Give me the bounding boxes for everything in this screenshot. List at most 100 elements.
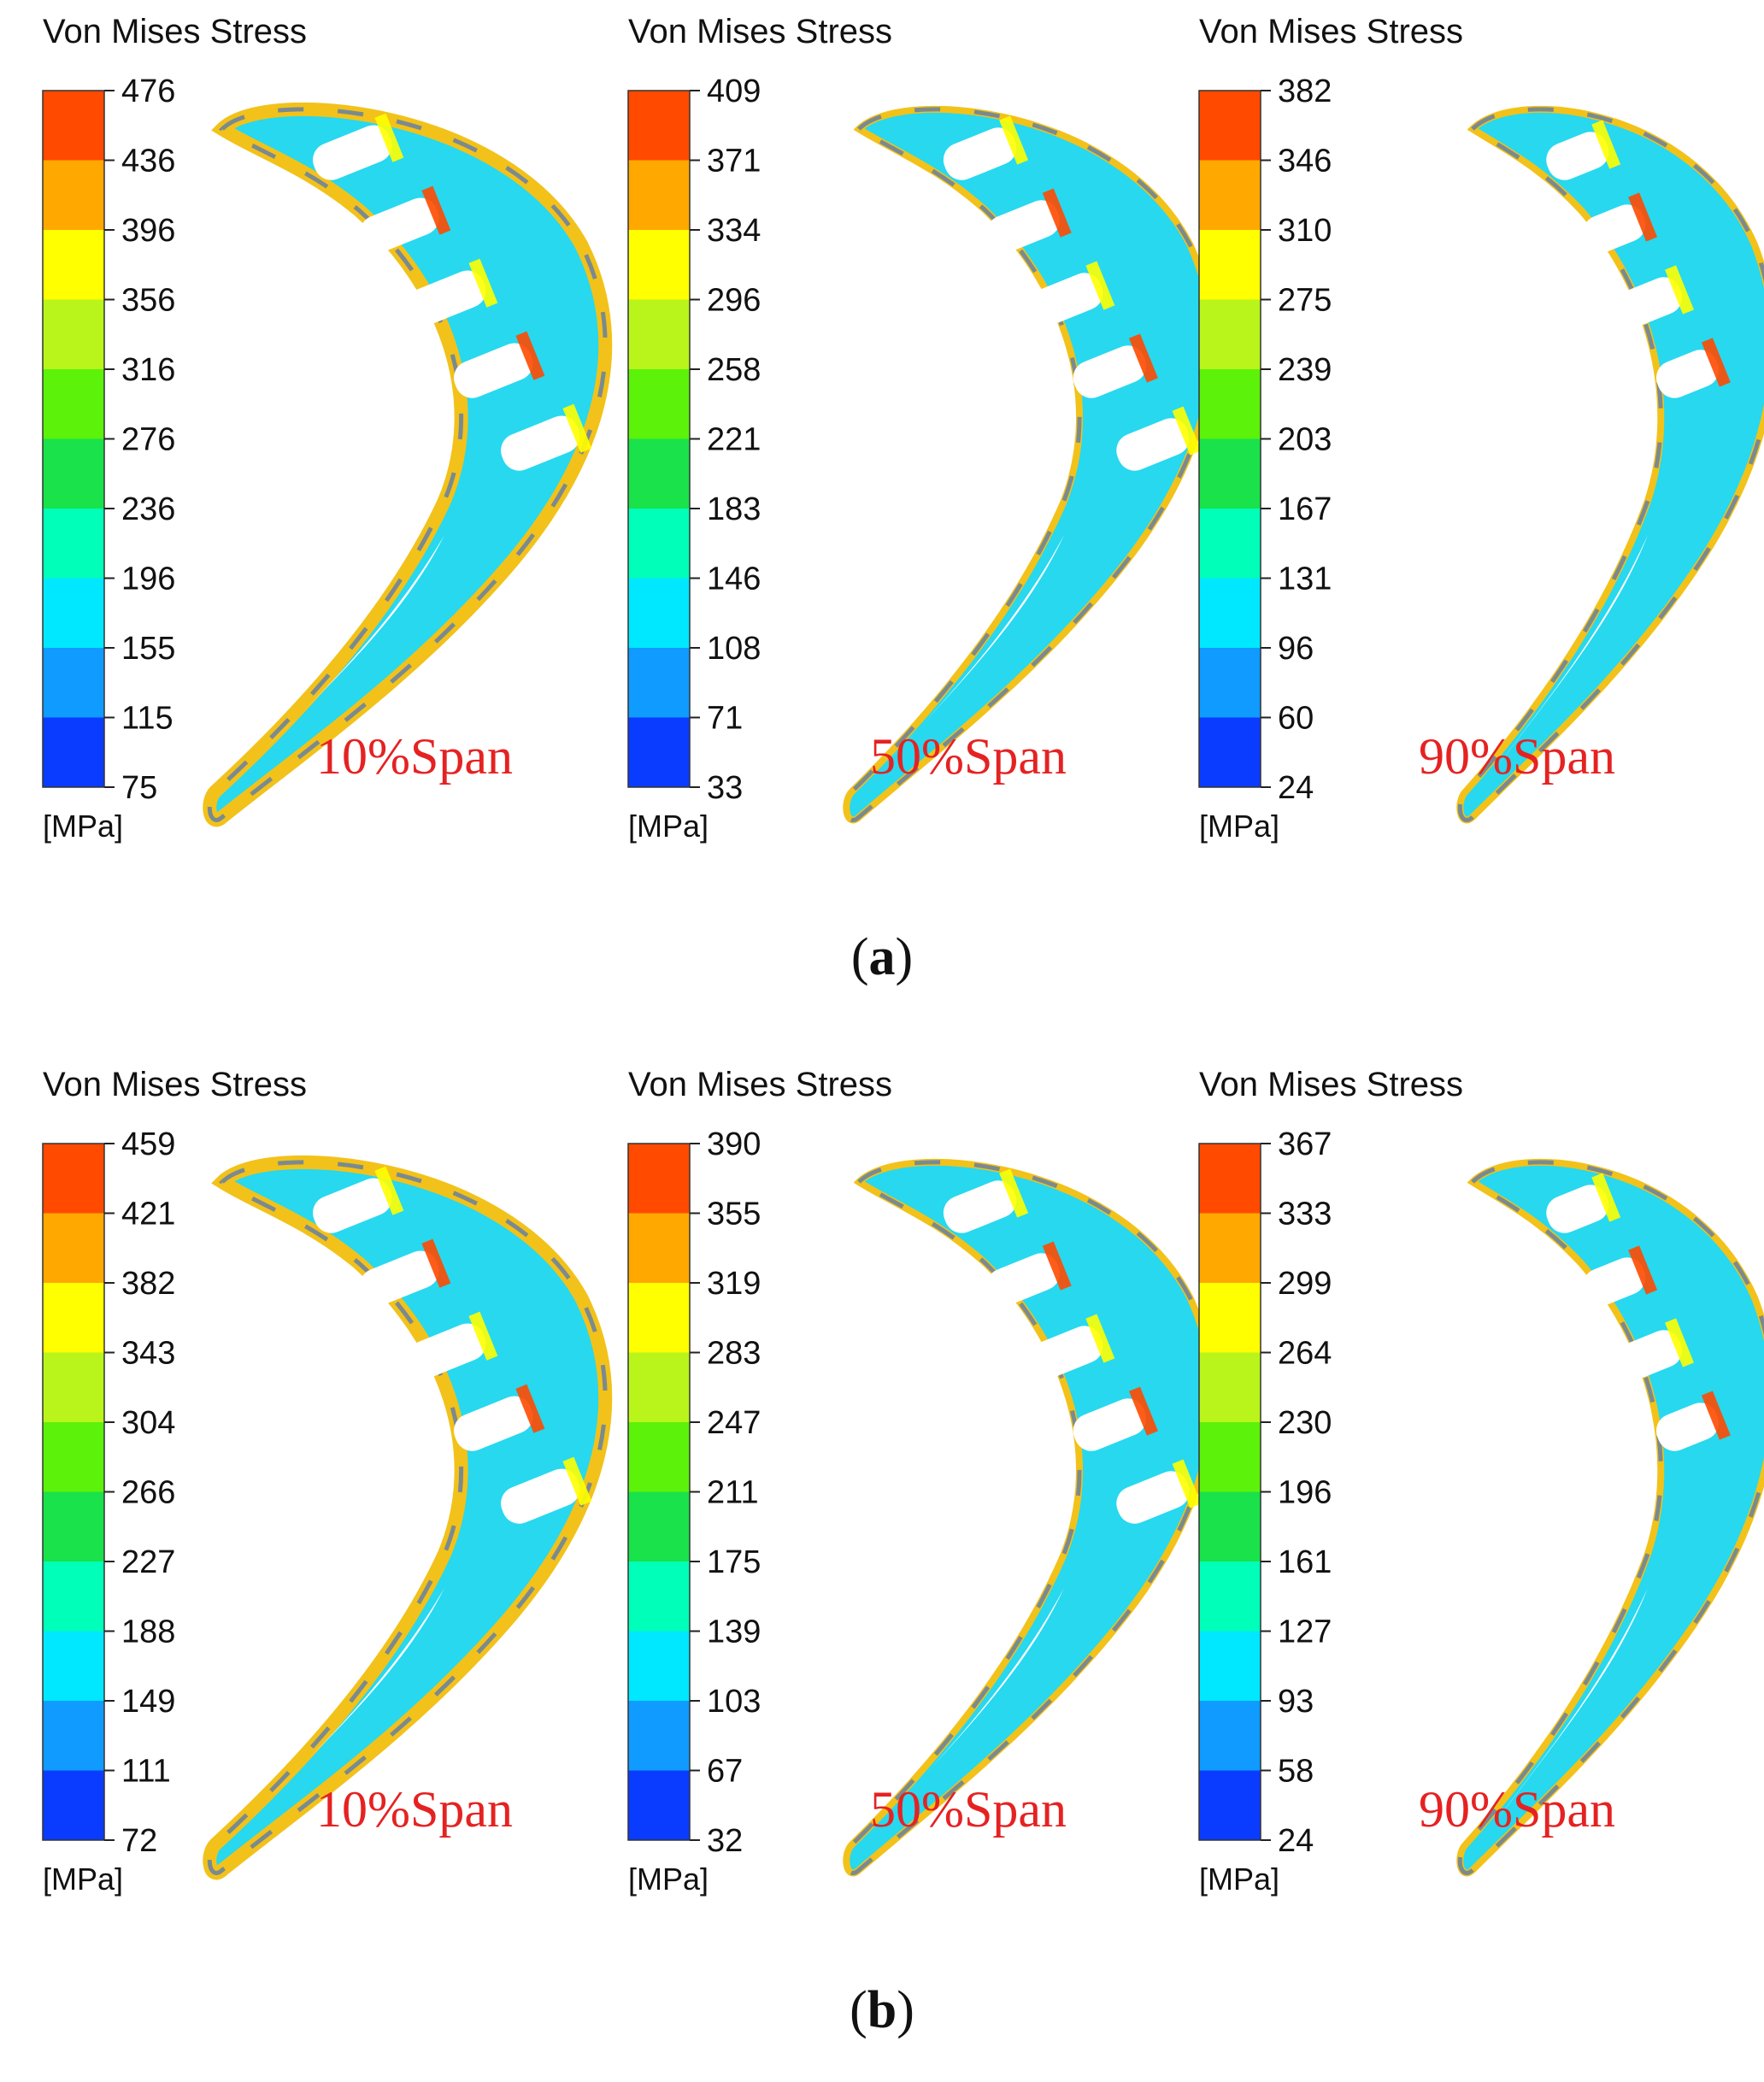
high-stress-rib bbox=[1128, 333, 1158, 383]
span-label: 50%Span bbox=[870, 728, 1067, 785]
blade-low-stress-zone bbox=[844, 1160, 1214, 1875]
legend-color-band bbox=[43, 1213, 104, 1283]
legend-color-band bbox=[628, 509, 690, 579]
high-stress-rib bbox=[562, 403, 592, 453]
legend-color-band bbox=[1199, 1144, 1261, 1214]
high-stress-rib bbox=[1172, 1459, 1202, 1509]
legend-unit: [MPa] bbox=[628, 809, 709, 844]
legend-color-band bbox=[43, 1144, 104, 1214]
legend-color-band bbox=[1199, 1562, 1261, 1632]
panel-a: Von Mises Stress 476 436 396 356 316 276 236 196… bbox=[42, 13, 1764, 986]
legend-color-band bbox=[628, 299, 690, 369]
cooling-hole bbox=[1073, 1398, 1147, 1451]
span-label: 90%Span bbox=[1419, 728, 1615, 785]
legend-color-band bbox=[43, 91, 104, 161]
legend-color-band bbox=[628, 1770, 690, 1840]
high-stress-rib bbox=[1591, 120, 1621, 169]
high-stress-rib bbox=[562, 1456, 592, 1506]
legend-unit: [MPa] bbox=[43, 809, 123, 844]
legend-tick-label: 396 bbox=[121, 213, 175, 249]
legend-color-band bbox=[628, 1701, 690, 1771]
cooling-hole bbox=[943, 1180, 1017, 1233]
legend-tick-label: 409 bbox=[707, 74, 761, 109]
legend-title: Von Mises Stress bbox=[43, 13, 307, 50]
high-stress-rib bbox=[1665, 265, 1694, 315]
legend-title: Von Mises Stress bbox=[1199, 1066, 1463, 1103]
legend-tick-label: 346 bbox=[1278, 144, 1332, 179]
high-stress-rib bbox=[468, 1311, 498, 1361]
panel-label-close: ) bbox=[897, 1981, 914, 2039]
legend-tick-label: 24 bbox=[1278, 770, 1314, 806]
cooling-hole bbox=[407, 270, 486, 326]
legend-color-band bbox=[1199, 578, 1261, 648]
span-label: 50%Span bbox=[870, 1781, 1067, 1838]
legend-color-band bbox=[43, 1352, 104, 1422]
legend-color-band bbox=[1199, 1491, 1261, 1562]
cooling-hole bbox=[1546, 1185, 1609, 1233]
legend-title: Von Mises Stress bbox=[628, 13, 892, 50]
high-stress-rib bbox=[1701, 338, 1731, 387]
panel-label: (a) bbox=[851, 928, 913, 986]
cooling-hole bbox=[943, 127, 1017, 180]
legend-tick-label: 264 bbox=[1278, 1336, 1332, 1372]
legend-tick-label: 32 bbox=[707, 1823, 743, 1859]
legend-color-band bbox=[628, 1283, 690, 1353]
panel-label-open: ( bbox=[850, 1981, 867, 2039]
legend-tick-label: 155 bbox=[121, 631, 175, 667]
legend-tick-label: 33 bbox=[707, 770, 743, 806]
legend-color-band bbox=[628, 1422, 690, 1492]
high-stress-rib bbox=[1085, 261, 1115, 310]
legend-tick-label: 103 bbox=[707, 1684, 761, 1720]
legend-tick-label: 139 bbox=[707, 1614, 761, 1650]
blade-section bbox=[1456, 1158, 1764, 1877]
legend-color-band bbox=[43, 648, 104, 718]
legend-color-band bbox=[628, 369, 690, 439]
legend-color-band bbox=[1199, 299, 1261, 369]
legend-color-band bbox=[628, 1562, 690, 1632]
contour-plot: Von Mises Stress 459 421 382 343 304 266 227 188… bbox=[42, 1066, 613, 1897]
legend-tick-label: 115 bbox=[121, 701, 173, 737]
span-label: 10%Span bbox=[316, 728, 513, 785]
legend-tick-label: 211 bbox=[707, 1475, 759, 1511]
legend-color-band bbox=[1199, 369, 1261, 439]
legend-color-band bbox=[1199, 1631, 1261, 1701]
legend-tick-label: 316 bbox=[121, 352, 175, 388]
legend-color-band bbox=[43, 1283, 104, 1353]
cooling-hole bbox=[986, 1253, 1060, 1306]
legend-color-band bbox=[43, 438, 104, 509]
legend-color-band bbox=[1199, 717, 1261, 787]
legend-tick-label: 239 bbox=[1278, 352, 1332, 388]
blade-section bbox=[203, 102, 613, 827]
legend-color-band bbox=[43, 160, 104, 230]
high-stress-rib bbox=[1042, 1241, 1072, 1291]
legend-color-band bbox=[1199, 438, 1261, 509]
legend-color-band bbox=[628, 1631, 690, 1701]
high-stress-rib bbox=[515, 331, 545, 380]
cooling-hole bbox=[1620, 277, 1683, 326]
legend-color-band bbox=[628, 1352, 690, 1422]
span-label: 90%Span bbox=[1419, 1781, 1615, 1838]
legend-color-band bbox=[43, 299, 104, 369]
legend-tick-label: 296 bbox=[707, 283, 761, 319]
contour-plot: Von Mises Stress 476 436 396 356 316 276 236 196… bbox=[42, 13, 613, 844]
legend-color-band bbox=[1199, 1283, 1261, 1353]
legend-unit: [MPa] bbox=[1199, 809, 1279, 844]
cooling-hole bbox=[501, 1468, 580, 1524]
legend-tick-label: 146 bbox=[707, 562, 761, 597]
panel-label-letter: b bbox=[867, 1981, 897, 2039]
legend-color-band bbox=[43, 230, 104, 300]
legend-color-band bbox=[628, 1144, 690, 1214]
blade-section bbox=[843, 1158, 1216, 1877]
panel-label: (b) bbox=[850, 1981, 914, 2039]
legend-tick-label: 127 bbox=[1278, 1614, 1332, 1650]
high-stress-rib bbox=[421, 1238, 451, 1288]
legend-tick-label: 111 bbox=[121, 1754, 171, 1790]
cooling-hole bbox=[1620, 1330, 1683, 1379]
legend-tick-label: 333 bbox=[1278, 1197, 1332, 1232]
legend-tick-label: 230 bbox=[1278, 1405, 1332, 1441]
legend-color-band bbox=[628, 230, 690, 300]
blade-section bbox=[843, 105, 1216, 824]
legend-color-band bbox=[1199, 230, 1261, 300]
legend-tick-label: 183 bbox=[707, 491, 761, 527]
legend-tick-label: 356 bbox=[121, 283, 175, 319]
